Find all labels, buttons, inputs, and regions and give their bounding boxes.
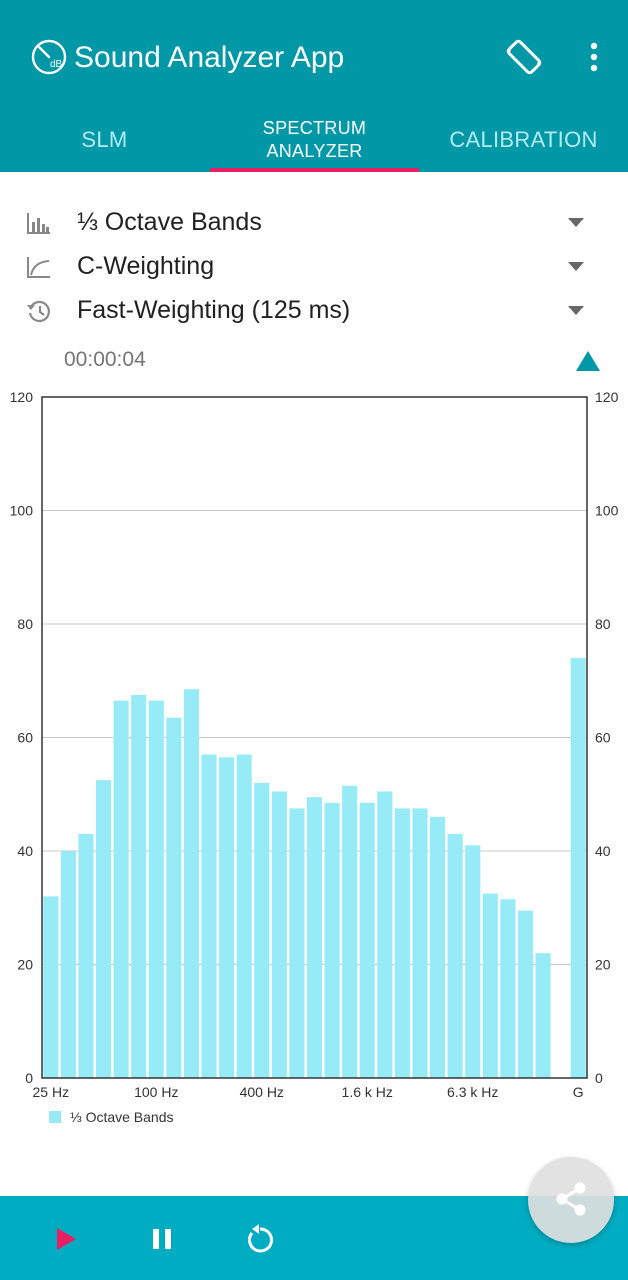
spectrum-bar: [236, 754, 252, 1078]
bar-chart-icon: [27, 213, 50, 234]
spectrum-bar: [465, 845, 481, 1078]
plot-frame: [41, 396, 588, 1079]
y-tick-label-right: 40: [595, 843, 611, 859]
spectrum-bar: [500, 899, 516, 1078]
tab-calibration-label: CALIBRATION: [449, 127, 598, 152]
screen-rotation-icon[interactable]: [503, 36, 545, 78]
spectrum-bar: [95, 780, 112, 1078]
share-icon: [556, 1182, 586, 1216]
y-tick-label-right: 60: [595, 730, 611, 746]
play-icon[interactable]: [54, 1226, 78, 1252]
y-tick-label-right: 80: [595, 616, 611, 632]
app-bar: [0, 0, 628, 172]
spectrum-bar: [359, 802, 375, 1078]
spectrum-bar: [148, 700, 164, 1078]
x-tick-label: 6.3 k Hz: [447, 1084, 498, 1100]
svg-text:dB: dB: [50, 59, 63, 70]
y-tick-label-left: 20: [17, 957, 33, 973]
x-tick-label: 400 Hz: [240, 1084, 284, 1100]
x-tick-label: 100 Hz: [134, 1084, 178, 1100]
weighting-selector-label: C-Weighting: [77, 252, 215, 280]
spectrum-bar: [201, 754, 217, 1078]
weighting-selector[interactable]: C-Weighting: [0, 246, 628, 286]
app-title: Sound Analyzer App: [74, 41, 345, 74]
elapsed-timer: 00:00:04: [64, 348, 146, 371]
active-tab-indicator: [210, 168, 419, 172]
tab-slm-label: SLM: [81, 127, 128, 152]
spectrum-bar: [517, 910, 534, 1078]
spectrum-bar: [570, 658, 586, 1078]
tab-spectrum-label-line1: SPECTRUM: [262, 118, 367, 138]
time-weighting-selector-label: Fast-Weighting (125 ms): [77, 296, 351, 324]
tab-slm[interactable]: SLM: [0, 108, 209, 172]
spectrum-bar: [254, 782, 270, 1078]
spectrum-bar: [166, 717, 182, 1078]
spectrum-bar: [447, 833, 463, 1078]
band-selector[interactable]: ⅓ Octave Bands: [0, 202, 628, 242]
spectrum-bar: [78, 833, 94, 1078]
caret-down-icon: [568, 218, 584, 227]
y-tick-label-right: 20: [595, 957, 611, 973]
spectrum-bar: [324, 802, 340, 1078]
tab-spectrum-label-line2: ANALYZER: [266, 141, 363, 161]
spectrum-bar: [289, 808, 305, 1078]
spectrum-bar: [306, 797, 323, 1078]
replay-icon[interactable]: [244, 1223, 276, 1255]
spectrum-bar: [113, 700, 129, 1078]
legend-swatch: [49, 1111, 61, 1123]
spectrum-bar: [377, 791, 393, 1078]
bottom-toolbar: [0, 1196, 628, 1280]
caret-down-icon: [568, 306, 584, 315]
spectrum-bar: [271, 791, 287, 1078]
time-weighting-selector[interactable]: Fast-Weighting (125 ms): [0, 290, 628, 330]
caret-down-icon: [568, 262, 584, 271]
x-tick-label: 25 Hz: [33, 1084, 70, 1100]
y-tick-label-left: 100: [10, 503, 34, 519]
pause-icon[interactable]: [150, 1227, 174, 1251]
y-tick-label-left: 60: [17, 730, 33, 746]
curve-icon: [27, 257, 50, 278]
spectrum-bar: [430, 816, 446, 1078]
y-tick-label-left: 80: [17, 616, 33, 632]
spectrum-chart: 0 20 40 60 80 100 120 0 20 40 60 80 100 120 25 Hz 100…: [10, 389, 619, 1125]
legend-label: ⅓ Octave Bands: [70, 1109, 174, 1125]
band-selector-label: ⅓ Octave Bands: [77, 208, 262, 236]
tab-spectrum-analyzer[interactable]: SPECTRUM ANALYZER: [210, 108, 419, 172]
triangle-up-icon[interactable]: [575, 350, 601, 372]
spectrum-bar: [219, 757, 235, 1078]
y-tick-label-right: 0: [595, 1070, 603, 1086]
db-gauge-logo-icon: dB: [31, 39, 67, 75]
spectrum-bar: [342, 785, 358, 1078]
history-clock-icon: [27, 300, 50, 323]
spectrum-bar: [394, 808, 410, 1078]
y-tick-label-right: 100: [595, 503, 619, 519]
spectrum-bar: [43, 896, 59, 1078]
y-tick-label-left: 40: [17, 843, 33, 859]
spectrum-bar: [60, 851, 76, 1078]
share-button[interactable]: [528, 1157, 614, 1243]
spectrum-bar: [535, 953, 551, 1078]
y-tick-label-left: 120: [10, 389, 34, 405]
spectrum-bar: [183, 689, 199, 1078]
y-tick-label-right: 120: [595, 389, 619, 405]
spectrum-bar: [131, 694, 147, 1078]
y-tick-label-left: 0: [25, 1070, 33, 1086]
x-tick-label: G: [573, 1084, 584, 1100]
spectrum-bar: [412, 808, 428, 1078]
spectrum-bar: [482, 893, 498, 1078]
more-vert-icon[interactable]: [586, 42, 602, 72]
tab-calibration[interactable]: CALIBRATION: [419, 108, 628, 172]
x-tick-label: 1.6 k Hz: [342, 1084, 393, 1100]
